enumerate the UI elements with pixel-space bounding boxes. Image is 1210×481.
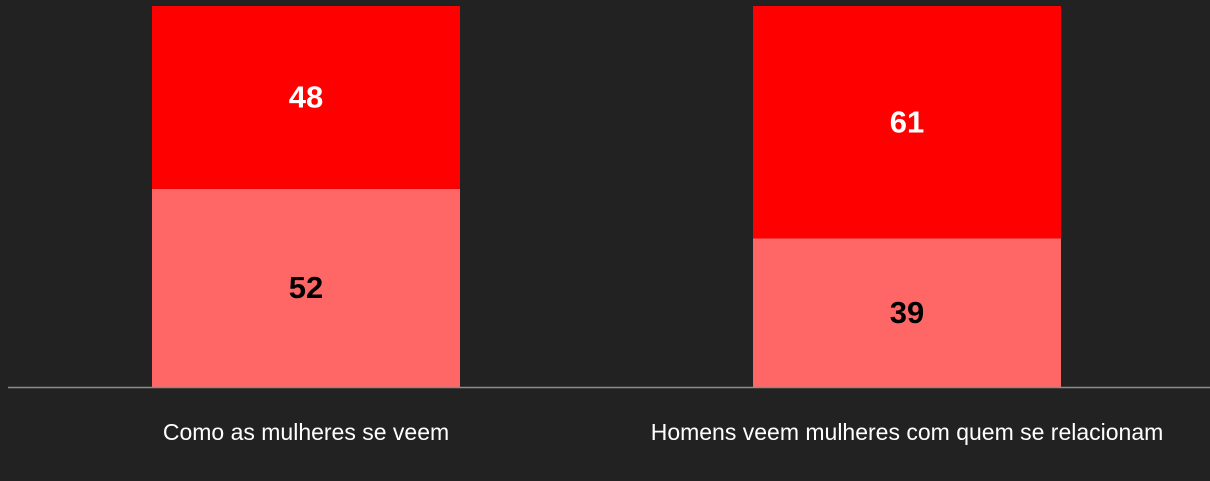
bar-segment bbox=[753, 238, 1061, 387]
data-label: 48 bbox=[289, 80, 323, 115]
bar-segment bbox=[753, 6, 1061, 239]
x-tick-label: Homens veem mulheres com quem se relacio… bbox=[650, 419, 1164, 445]
data-label: 39 bbox=[890, 295, 924, 330]
data-label: 52 bbox=[289, 270, 323, 305]
data-label: 61 bbox=[890, 104, 924, 139]
bar-segment bbox=[152, 188, 460, 387]
x-tick-label: Como as mulheres se veem bbox=[162, 419, 450, 445]
bar-segment bbox=[152, 6, 460, 189]
